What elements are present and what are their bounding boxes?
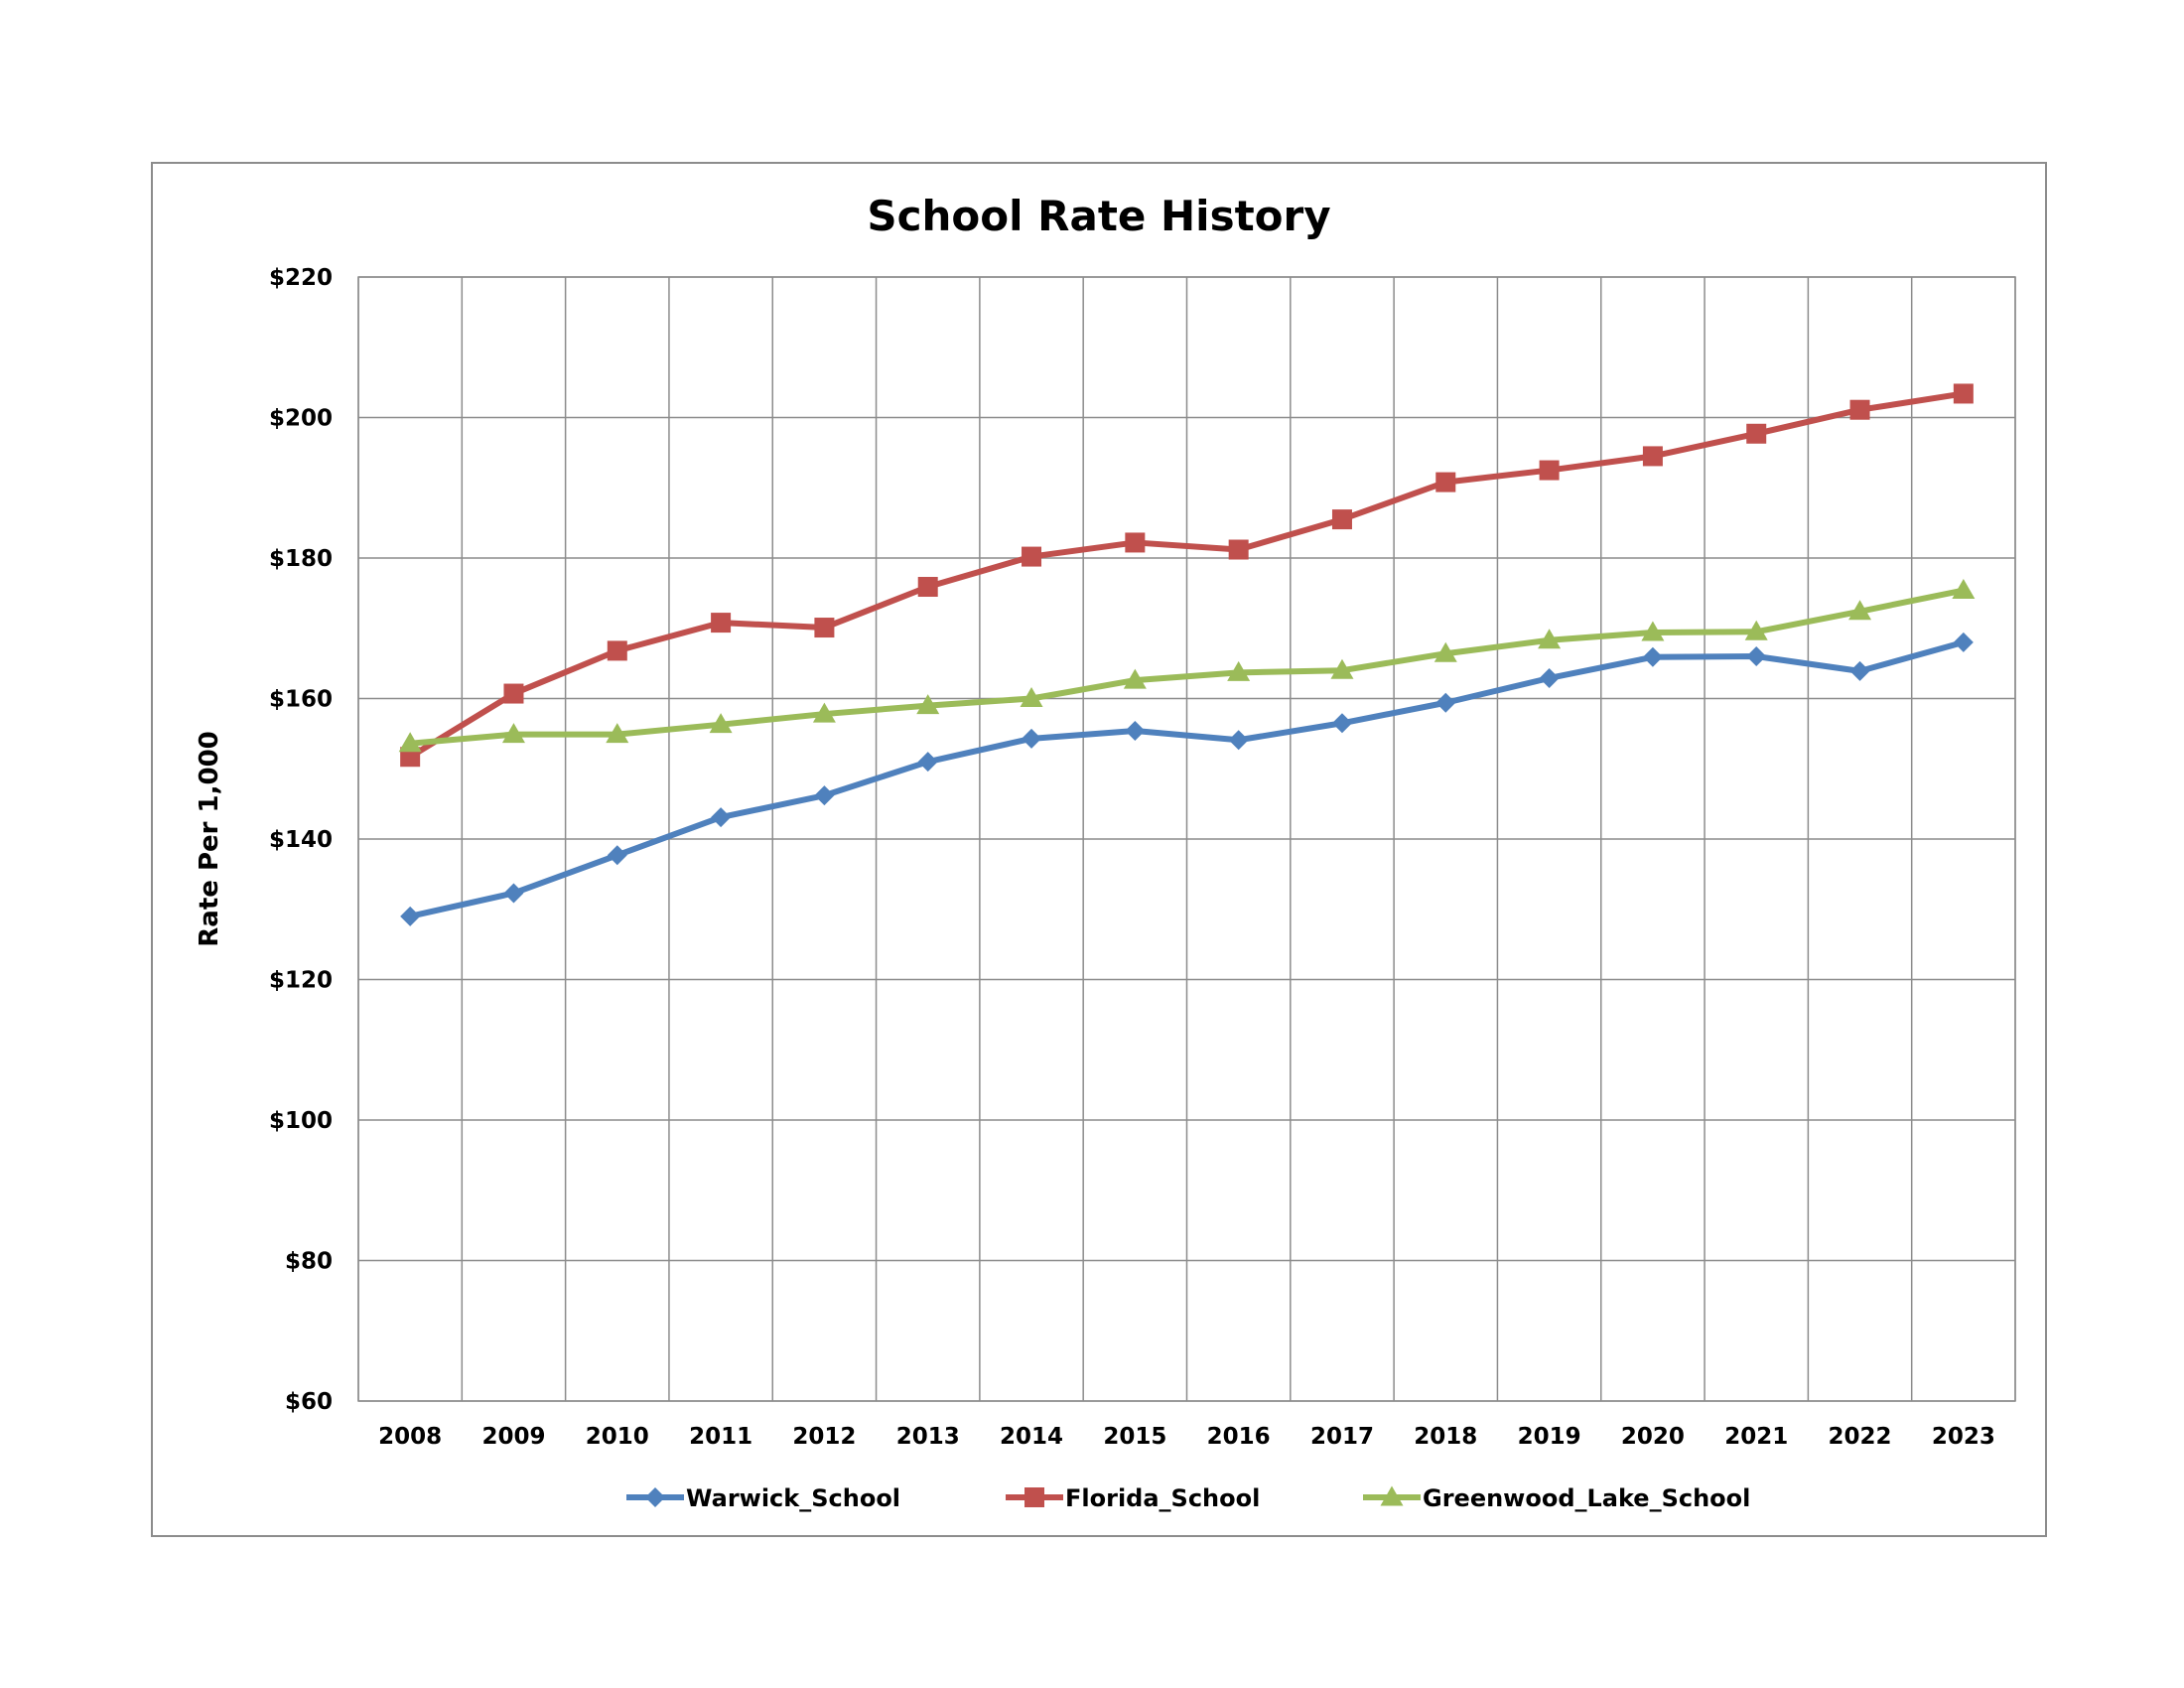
y-tick-label: $220	[269, 265, 333, 291]
data-point	[1380, 1485, 1404, 1506]
y-axis-title: Rate Per 1,000	[195, 731, 224, 946]
data-point	[606, 723, 629, 744]
x-tick-label: 2011	[689, 1424, 752, 1450]
x-tick-label: 2021	[1724, 1424, 1788, 1450]
grid	[357, 276, 2016, 1402]
y-tick-label: $60	[285, 1389, 333, 1415]
x-tick-label: 2016	[1207, 1424, 1271, 1450]
data-point	[1744, 620, 1768, 640]
x-tick-label: 2022	[1829, 1424, 1892, 1450]
y-tick-label: $140	[269, 827, 333, 853]
data-point	[1641, 621, 1665, 641]
y-tick-label: $80	[285, 1249, 333, 1275]
y-axis-ticks: $60 $80 $100 $120 $140 $160 $180 $200 $220	[269, 265, 333, 1415]
data-point	[917, 577, 938, 598]
data-point	[711, 613, 732, 633]
series-line	[407, 638, 1967, 919]
x-axis-ticks: 2008 2009 2010 2011 2012 2013 2014 2015 2016 2017…	[378, 1424, 1995, 1450]
x-tick-label: 2012	[792, 1424, 856, 1450]
data-point	[1022, 546, 1042, 567]
data-point	[1435, 692, 1456, 713]
x-tick-label: 2023	[1932, 1424, 1995, 1450]
plot-border	[357, 276, 2016, 1402]
x-tick-label: 2008	[378, 1424, 442, 1450]
x-tick-label: 2014	[1000, 1424, 1063, 1450]
data-point	[1539, 667, 1560, 688]
data-point	[814, 618, 835, 638]
y-tick-label: $160	[269, 687, 333, 713]
legend-label: Florida_School	[1065, 1484, 1260, 1512]
x-tick-label: 2015	[1103, 1424, 1166, 1450]
chart-title: School Rate History	[867, 192, 1330, 240]
y-tick-label: $180	[269, 546, 333, 572]
data-point	[1953, 383, 1974, 404]
data-point	[400, 906, 421, 926]
data-point	[1952, 579, 1976, 600]
data-point	[1539, 460, 1560, 481]
data-point	[1435, 472, 1456, 492]
series-line	[407, 587, 1967, 747]
data-point	[1330, 658, 1354, 679]
x-tick-label: 2020	[1621, 1424, 1685, 1450]
chart-frame	[151, 162, 2047, 1537]
x-tick-label: 2013	[896, 1424, 960, 1450]
x-tick-label: 2009	[481, 1424, 545, 1450]
data-point	[1538, 629, 1562, 649]
data-point	[916, 694, 940, 715]
plot-area-border	[357, 276, 2016, 1402]
data-point	[812, 702, 836, 723]
data-point	[1125, 721, 1146, 742]
data-point	[1642, 446, 1663, 467]
legend-label: Greenwood_Lake_School	[1423, 1484, 1750, 1512]
data-point	[398, 732, 422, 753]
data-point	[1024, 1487, 1044, 1507]
legend-item: Warwick_School	[626, 1484, 900, 1512]
legend-label: Warwick_School	[686, 1484, 900, 1512]
data-point	[607, 640, 627, 661]
data-point	[503, 883, 524, 904]
y-tick-label: $120	[269, 968, 333, 994]
data-point	[1022, 728, 1042, 749]
data-point	[1849, 399, 1870, 420]
data-point	[1227, 660, 1251, 681]
data-point	[1642, 646, 1663, 667]
data-point	[1125, 532, 1146, 553]
data-point	[1123, 668, 1147, 689]
y-tick-label: $100	[269, 1108, 333, 1134]
series-Greenwood_Lake_School	[398, 579, 1976, 753]
data-point	[1228, 539, 1249, 560]
data-point	[1953, 632, 1974, 652]
data-point	[1433, 641, 1457, 662]
series-layer	[398, 383, 1976, 926]
legend-item: Greenwood_Lake_School	[1363, 1484, 1750, 1512]
x-tick-label: 2018	[1414, 1424, 1477, 1450]
data-point	[607, 845, 627, 866]
data-point	[1848, 600, 1872, 621]
data-point	[709, 713, 733, 734]
x-tick-label: 2010	[586, 1424, 649, 1450]
data-point	[503, 683, 524, 704]
data-point	[814, 785, 835, 806]
data-point	[645, 1487, 665, 1507]
legend-item: Florida_School	[1006, 1484, 1260, 1512]
data-point	[711, 807, 732, 828]
series-line	[407, 390, 1967, 761]
y-tick-label: $200	[269, 406, 333, 432]
x-tick-label: 2017	[1310, 1424, 1374, 1450]
data-point	[1331, 509, 1352, 530]
data-point	[501, 723, 525, 744]
data-point	[1331, 713, 1352, 734]
data-point	[917, 752, 938, 773]
x-tick-label: 2019	[1518, 1424, 1581, 1450]
series-Warwick_School	[400, 632, 1974, 926]
data-point	[1746, 646, 1767, 667]
data-point	[1849, 660, 1870, 681]
data-point	[1020, 687, 1043, 707]
data-point	[1746, 423, 1767, 444]
series-Florida_School	[400, 383, 1974, 768]
data-point	[1228, 730, 1249, 751]
legend: Warwick_School Florida_School Greenwood_La…	[626, 1484, 1750, 1512]
